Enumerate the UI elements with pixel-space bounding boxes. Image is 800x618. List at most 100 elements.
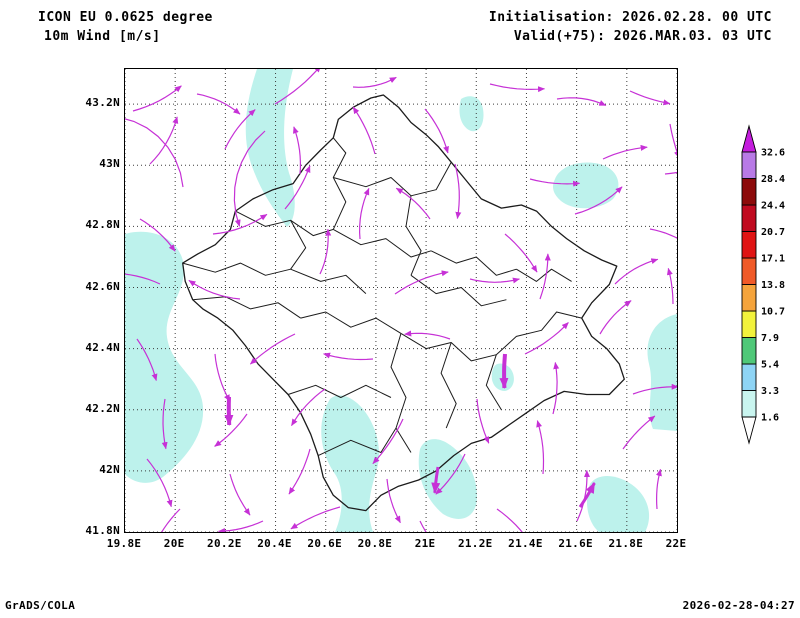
colorbar-label: 5.4 (761, 360, 779, 371)
colorbar-band (741, 231, 757, 259)
municipal-boundary (317, 427, 397, 457)
wind-vector (499, 353, 509, 389)
wind-vector (290, 506, 341, 530)
municipal-boundary (440, 342, 457, 429)
lon-tick-label: 20.6E (307, 537, 343, 550)
colorbar-band (741, 284, 757, 312)
colorbar-band (741, 390, 757, 418)
wind-vector (539, 253, 551, 300)
valid-time: Valid(+75): 2026.MAR.03. 03 UTC (513, 29, 772, 44)
municipal-boundary (287, 384, 392, 398)
wind-vector (214, 353, 231, 402)
wind-vector (196, 93, 241, 115)
wind-vector (574, 186, 623, 215)
colorbar-label: 28.4 (761, 174, 785, 185)
wind-vector (395, 187, 431, 220)
municipal-boundary (332, 137, 347, 230)
map-plot-area (124, 68, 678, 533)
municipal-boundary (390, 333, 412, 453)
shaded-wind-region (418, 439, 477, 519)
lon-tick-label: 21.4E (508, 537, 543, 550)
wind-vector (454, 163, 462, 219)
wind-vector (218, 520, 264, 532)
colorbar-label: 24.4 (761, 201, 785, 212)
wind-vector (614, 258, 659, 285)
wind-vector (496, 508, 523, 532)
wind-vector (476, 398, 490, 444)
shaded-wind-region (586, 475, 650, 532)
municipal-boundary (333, 228, 432, 258)
municipal-boundary (410, 274, 507, 307)
colorbar-band (741, 204, 757, 232)
wind-vector (161, 508, 181, 532)
run-info-block: Initialisation: 2026.02.28. 00 UTC Valid… (489, 8, 772, 46)
lat-tick-label: 41.8N (85, 524, 120, 537)
wind-vector (469, 277, 520, 284)
colorbar-label: 13.8 (761, 280, 785, 291)
wind-vector (161, 398, 168, 450)
wind-vector (139, 218, 176, 252)
shaded-wind-region (647, 314, 677, 431)
municipal-boundary (290, 268, 367, 294)
lon-tick-label: 20E (163, 537, 185, 550)
lat-tick-label: 42.2N (85, 401, 120, 415)
municipal-boundary (300, 311, 402, 334)
municipal-boundary (400, 332, 497, 362)
wind-vector (536, 420, 545, 475)
wind-map-canvas (125, 69, 677, 532)
wind-vector (552, 362, 560, 415)
wind-vector (358, 187, 370, 240)
wind-vector (578, 482, 596, 508)
wind-vector (146, 458, 173, 508)
municipal-boundary (290, 220, 307, 270)
wind-vector (669, 123, 677, 159)
lon-tick-label: 21.8E (608, 537, 644, 550)
wind-vector (386, 478, 401, 524)
colorbar-band (741, 178, 757, 206)
wind-vector (290, 388, 326, 427)
municipal-boundary (333, 161, 452, 197)
colorbar-under-arrow (741, 416, 757, 445)
colorbar-label: 1.6 (761, 413, 779, 424)
lat-tick-label: 43N (99, 157, 120, 171)
colorbar-label: 10.7 (761, 307, 785, 318)
colorbar-label: 32.6 (761, 148, 785, 159)
colorbar-band (741, 363, 757, 391)
colorbar-label: 3.3 (761, 386, 779, 397)
colorbar-band (741, 337, 757, 365)
plot-title-block: ICON EU 0.0625 degree 10m Wind [m/s] (38, 8, 213, 46)
colorbar-band (741, 151, 757, 179)
lon-tick-label: 21E (414, 537, 436, 550)
lon-tick-label: 21.2E (457, 537, 493, 550)
wind-vector (319, 228, 332, 275)
wind-vector (136, 338, 158, 381)
shaded-wind-region (125, 231, 204, 483)
wind-vector (125, 118, 184, 188)
shaded-wind-region (321, 395, 380, 532)
wind-vector (214, 413, 248, 447)
wind-vector (529, 178, 581, 187)
wind-vector (664, 171, 677, 175)
wind-vector (424, 108, 449, 154)
municipal-boundary (485, 354, 502, 411)
wind-vector (149, 116, 179, 165)
kosovo-outline (182, 94, 625, 512)
shaded-wind-region (553, 162, 619, 209)
wind-vector (188, 279, 241, 300)
wind-vector (284, 165, 311, 210)
grads-credit: GrADS/COLA (5, 599, 76, 612)
municipal-boundary (516, 268, 572, 282)
lon-tick-label: 19.8E (106, 537, 142, 550)
wind-vector (602, 144, 648, 160)
wind-vector (504, 233, 538, 273)
field-title: 10m Wind [m/s] (44, 29, 161, 44)
lat-tick-label: 42.8N (85, 218, 120, 232)
wind-vector (249, 333, 296, 365)
wind-vector (629, 90, 671, 106)
wind-vector (435, 453, 466, 495)
municipal-boundary (430, 250, 517, 276)
lon-tick-label: 22E (665, 537, 687, 550)
creation-timestamp: 2026-02-28-04:27 (682, 599, 795, 612)
colorbar-label: 20.7 (761, 227, 785, 238)
